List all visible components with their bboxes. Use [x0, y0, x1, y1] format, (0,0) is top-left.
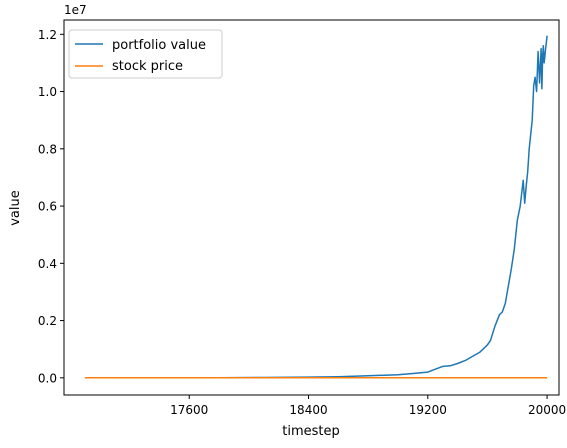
- legend-label-stock-price: stock price: [112, 59, 183, 74]
- plot-frame: [63, 19, 560, 396]
- legend-box: [68, 29, 223, 79]
- series-line-portfolio-value: [84, 35, 548, 379]
- y-tick-label: 0.8: [38, 142, 57, 156]
- x-tick-label: 19200: [409, 403, 447, 417]
- y-tick-label: 0.4: [38, 257, 57, 271]
- legend-label-portfolio-value: portfolio value: [112, 38, 206, 53]
- y-tick-label: 1.0: [38, 85, 57, 99]
- x-tick-label: 17600: [170, 403, 208, 417]
- plot-lines: [84, 35, 548, 379]
- x-axis-label: timestep: [282, 424, 340, 439]
- y-tick-label: 0.2: [38, 314, 57, 328]
- x-axis: 17600 18400 19200 20000: [170, 395, 566, 417]
- x-tick-label: 20000: [528, 403, 566, 417]
- x-tick-label: 18400: [289, 403, 327, 417]
- y-tick-label: 1.2: [38, 28, 57, 42]
- legend: portfolio value stock price: [68, 29, 223, 79]
- y-tick-label: 0.6: [38, 200, 57, 214]
- y-axis-label: value: [8, 190, 23, 226]
- y-axis: 0.0 0.2 0.4 0.6 0.8 1.0 1.2: [38, 28, 64, 385]
- y-tick-label: 0.0: [38, 371, 57, 385]
- y-offset-label: 1e7: [64, 3, 87, 17]
